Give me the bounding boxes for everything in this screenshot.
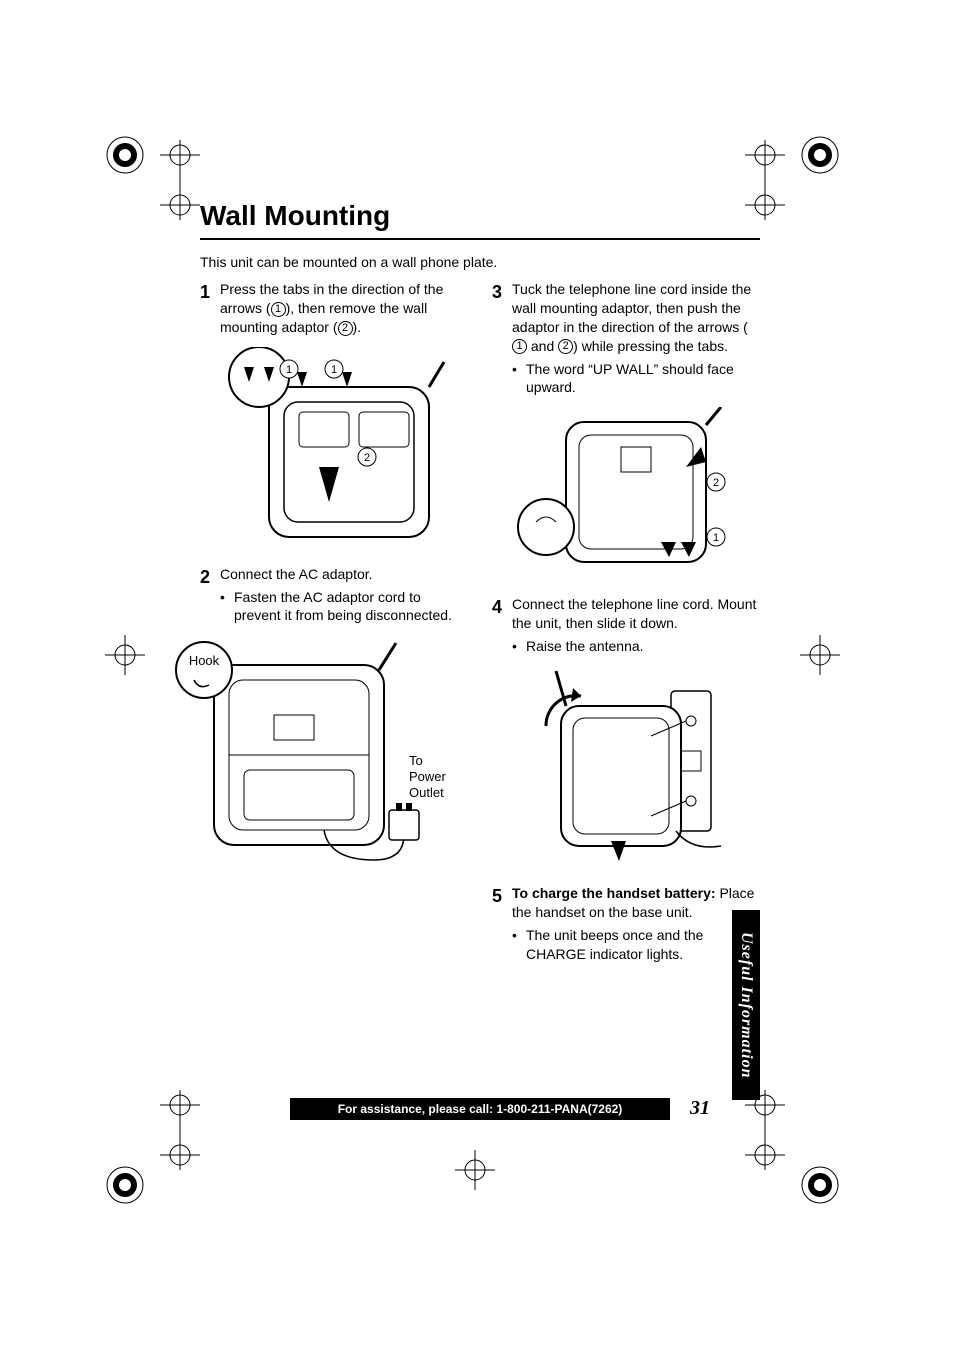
figure-2: Hook To Power Outlet: [160, 635, 468, 885]
step-2-bullet: Fasten the AC adaptor cord to prevent it…: [220, 588, 468, 626]
figure-3: 2 1: [492, 407, 760, 577]
step-2-body: Connect the AC adaptor. Fasten the AC ad…: [220, 565, 468, 626]
circled-2-icon: 2: [558, 339, 573, 354]
circled-1-icon: 1: [512, 339, 527, 354]
svg-text:2: 2: [364, 452, 370, 464]
step-5-number: 5: [492, 884, 512, 964]
svg-text:1: 1: [286, 364, 292, 376]
crosshair-mr: [800, 635, 840, 675]
step-4: 4 Connect the telephone line cord. Mount…: [492, 595, 760, 656]
step-3: 3 Tuck the telephone line cord inside th…: [492, 280, 760, 397]
step-2-number: 2: [200, 565, 220, 626]
svg-text:Outlet: Outlet: [409, 785, 444, 800]
circled-1-icon: 1: [271, 302, 286, 317]
step-3-body: Tuck the telephone line cord inside the …: [512, 280, 760, 397]
page-content: Wall Mounting This unit can be mounted o…: [200, 200, 760, 1120]
hook-label: Hook: [189, 653, 220, 668]
circled-2-icon: 2: [338, 321, 353, 336]
crosshair-tl: [160, 140, 200, 220]
step-1: 1 Press the tabs in the direction of the…: [200, 280, 468, 337]
step-3-text-c: ) while pressing the tabs.: [573, 338, 728, 354]
step-4-body: Connect the telephone line cord. Mount t…: [512, 595, 760, 656]
step-4-bullet-text: Raise the antenna.: [526, 637, 644, 656]
crosshair-bl: [160, 1090, 200, 1170]
svg-text:Power: Power: [409, 769, 447, 784]
step-1-text-c: ).: [353, 319, 362, 335]
to-label: To: [409, 753, 423, 768]
step-3-text-a: Tuck the telephone line cord inside the …: [512, 281, 751, 335]
step-4-text: Connect the telephone line cord. Mount t…: [512, 596, 756, 631]
crosshair-bc: [455, 1150, 495, 1190]
step-3-text-b: and: [527, 338, 558, 354]
reg-mark-tl: [100, 130, 150, 180]
step-3-bullet-text: The word “UP WALL” should face upward.: [526, 360, 760, 398]
step-5-body: To charge the handset battery: Place the…: [512, 884, 760, 964]
step-4-number: 4: [492, 595, 512, 656]
reg-mark-br: [795, 1160, 845, 1210]
page-title: Wall Mounting: [200, 200, 760, 240]
right-column: 3 Tuck the telephone line cord inside th…: [492, 280, 760, 970]
figure-4: [492, 666, 760, 866]
two-column-layout: 1 Press the tabs in the direction of the…: [200, 280, 760, 970]
left-column: 1 Press the tabs in the direction of the…: [200, 280, 468, 970]
svg-text:1: 1: [331, 364, 337, 376]
footer-assist-bar: For assistance, please call: 1-800-211-P…: [290, 1098, 670, 1120]
step-2: 2 Connect the AC adaptor. Fasten the AC …: [200, 565, 468, 626]
step-1-number: 1: [200, 280, 220, 337]
step-2-text: Connect the AC adaptor.: [220, 566, 373, 582]
side-tab-useful-info: Useful Information: [732, 910, 760, 1100]
step-2-bullet-text: Fasten the AC adaptor cord to prevent it…: [234, 588, 468, 626]
step-4-bullet: Raise the antenna.: [512, 637, 760, 656]
figure-1: 1 1 2: [200, 347, 468, 547]
svg-text:1: 1: [713, 532, 719, 544]
step-5-bullet: The unit beeps once and the CHARGE indic…: [512, 926, 760, 964]
page-number: 31: [690, 1097, 710, 1120]
step-5-lead: To charge the handset battery:: [512, 885, 716, 901]
step-3-bullet: The word “UP WALL” should face upward.: [512, 360, 760, 398]
reg-mark-tr: [795, 130, 845, 180]
svg-text:2: 2: [713, 477, 719, 489]
intro-text: This unit can be mounted on a wall phone…: [200, 254, 760, 270]
step-1-body: Press the tabs in the direction of the a…: [220, 280, 468, 337]
crosshair-ml: [105, 635, 145, 675]
step-5-bullet-text: The unit beeps once and the CHARGE indic…: [526, 926, 760, 964]
reg-mark-bl: [100, 1160, 150, 1210]
step-3-number: 3: [492, 280, 512, 397]
step-5: 5 To charge the handset battery: Place t…: [492, 884, 760, 964]
